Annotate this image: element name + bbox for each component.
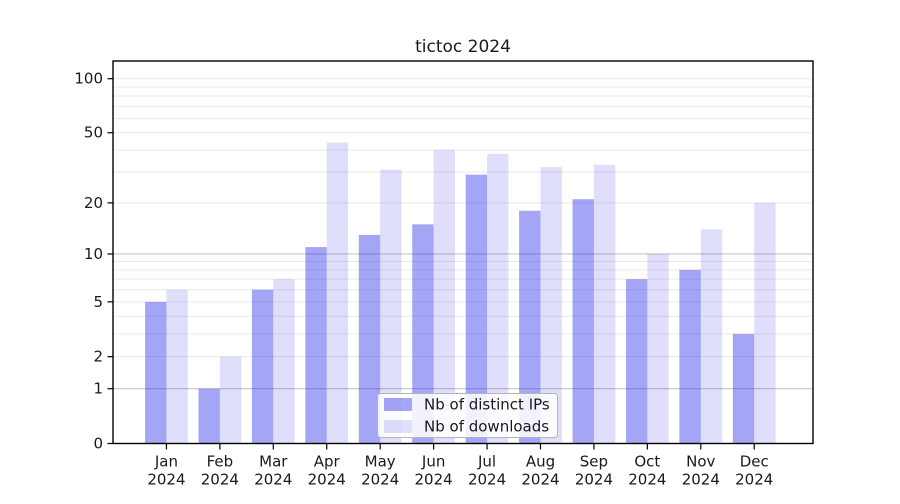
x-tick-label-month: Mar: [259, 453, 288, 471]
bar-downloads-feb: [219, 356, 242, 444]
x-tick-label-month: Oct: [634, 453, 660, 471]
bar-downloads-oct: [647, 253, 669, 444]
x-tick-label-month: Nov: [686, 453, 715, 471]
bar-downloads-sep: [593, 164, 616, 444]
bar-distinct-ips-jul: [465, 174, 488, 444]
y-tick-label: 2: [93, 348, 103, 366]
x-tick-label-month: Sep: [580, 453, 608, 471]
x-tick-label-month: Apr: [314, 453, 341, 471]
y-axis-labels: 0 1 2 5 10 20 50 100: [74, 70, 103, 453]
x-tick-label-month: May: [365, 453, 396, 471]
bars-layer: [145, 142, 776, 444]
bar-downloads-dec: [754, 202, 776, 444]
y-tick-label: 1: [93, 380, 103, 398]
x-tick-label-month: Jul: [477, 453, 496, 471]
bar-distinct-ips-mar: [251, 289, 274, 444]
x-tick-label-month: Feb: [207, 453, 234, 471]
bar-distinct-ips-jun: [412, 224, 434, 444]
bar-downloads-apr: [326, 142, 349, 444]
x-tick-label-month: Jun: [421, 453, 445, 471]
legend-label-downloads: Nb of downloads: [424, 418, 549, 436]
x-tick-label-month: Dec: [740, 453, 769, 471]
y-tick-label: 50: [84, 124, 103, 142]
x-tick-label-month: Jan: [154, 453, 178, 471]
bar-distinct-ips-feb: [198, 388, 220, 444]
legend-box: [377, 393, 558, 438]
y-tick-label: 10: [84, 245, 103, 263]
legend-label-distinct-ips: Nb of distinct IPs: [424, 396, 550, 414]
ticks-layer: [107, 78, 755, 450]
bar-distinct-ips-aug: [519, 210, 541, 444]
bar-distinct-ips-apr: [305, 247, 327, 444]
bar-distinct-ips-may: [358, 234, 381, 444]
legend: Nb of distinct IPs Nb of downloads: [377, 393, 558, 438]
x-tick-label-year: 2024: [521, 471, 559, 489]
legend-swatch-downloads: [384, 420, 412, 433]
bar-downloads-nov: [700, 229, 723, 444]
x-tick-label-year: 2024: [308, 471, 346, 489]
bar-downloads-jan: [166, 289, 188, 444]
x-tick-label-year: 2024: [682, 471, 720, 489]
x-tick-label-year: 2024: [147, 471, 185, 489]
x-tick-label-year: 2024: [254, 471, 292, 489]
legend-swatch-distinct-ips: [384, 398, 412, 411]
x-tick-label-year: 2024: [628, 471, 666, 489]
chart-title: tictoc 2024: [415, 37, 511, 57]
x-tick-label-month: Aug: [526, 453, 555, 471]
bar-downloads-aug: [540, 167, 562, 444]
x-tick-label-year: 2024: [201, 471, 239, 489]
bar-distinct-ips-oct: [625, 279, 648, 444]
x-tick-label-year: 2024: [575, 471, 613, 489]
x-tick-label-year: 2024: [735, 471, 773, 489]
bar-distinct-ips-nov: [679, 269, 701, 444]
plot-frame: [112, 60, 814, 445]
y-tick-label: 20: [84, 194, 103, 212]
bar-downloads-jul: [487, 153, 509, 444]
y-tick-label: 100: [74, 70, 103, 88]
x-tick-label-year: 2024: [468, 471, 506, 489]
bar-downloads-jun: [433, 149, 455, 444]
bar-downloads-mar: [273, 279, 295, 444]
x-axis-labels: Jan2024Feb2024Mar2024Apr2024May2024Jun20…: [147, 453, 773, 489]
y-tick-label: 5: [93, 293, 103, 311]
bar-distinct-ips-jan: [145, 301, 167, 444]
x-tick-label-year: 2024: [361, 471, 399, 489]
bar-downloads-may: [380, 169, 402, 444]
grid-layer: [113, 78, 813, 390]
y-tick-label: 0: [93, 435, 103, 453]
bar-distinct-ips-dec: [732, 333, 755, 444]
x-tick-label-year: 2024: [415, 471, 453, 489]
bar-distinct-ips-sep: [572, 199, 594, 444]
